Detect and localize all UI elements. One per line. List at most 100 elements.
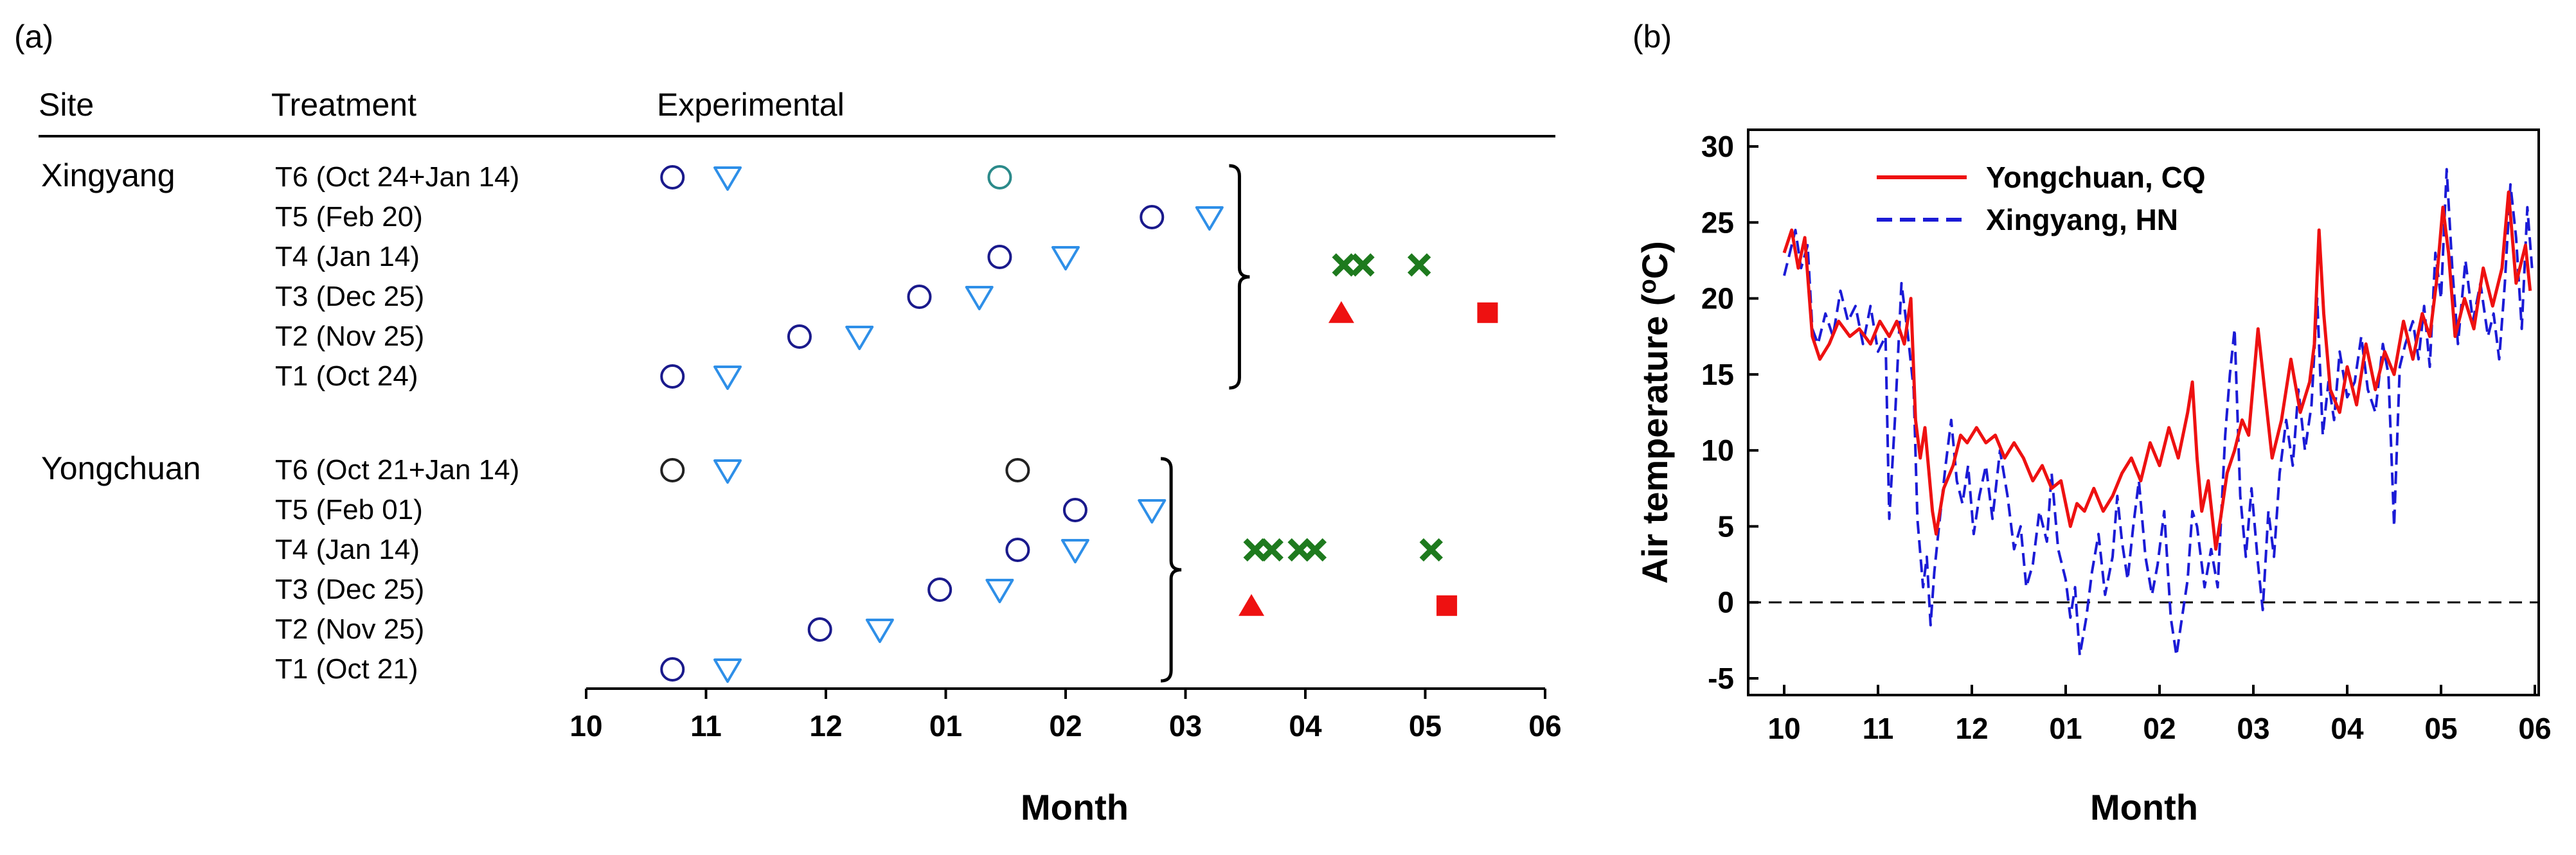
treatment-label: T4 (Jan 14) xyxy=(275,241,420,272)
treatment-labels-xingyang: T6 (Oct 24+Jan 14) T5 (Feb 20) T4 (Jan 1… xyxy=(275,161,519,392)
treatment-label: T5 (Feb 20) xyxy=(275,201,423,233)
circle-marker xyxy=(987,245,1012,269)
x-tick-label: 12 xyxy=(809,709,842,743)
site-label-xingyang: Xingyang xyxy=(41,157,175,193)
x-tick-label: 10 xyxy=(569,709,602,743)
down-triangle-marker xyxy=(865,619,894,643)
treatment-label: T3 (Dec 25) xyxy=(275,281,424,312)
panel-b-series xyxy=(1782,168,2534,657)
down-triangle-marker xyxy=(1195,206,1224,231)
x-tick-label: 11 xyxy=(690,709,722,743)
legend: Yongchuan, CQ Xingyang, HN xyxy=(1877,161,2206,236)
treatment-bracket xyxy=(1160,457,1182,683)
x-tick-label: 04 xyxy=(1289,709,1322,743)
y-tick-label: 20 xyxy=(1701,282,1734,315)
x-tick-label: 03 xyxy=(2237,712,2269,745)
x-tick-label: 03 xyxy=(1169,709,1202,743)
circle-marker xyxy=(1062,498,1087,522)
down-triangle-marker xyxy=(1138,499,1167,524)
header-experimental: Experimental xyxy=(657,87,845,123)
cross-marker xyxy=(1407,253,1431,277)
panel-a-label: (a) xyxy=(14,19,53,55)
circle-marker xyxy=(1005,458,1030,482)
circle-marker xyxy=(807,617,832,642)
circle-marker xyxy=(987,165,1012,190)
panel-a-x-axis: 10 11 12 01 02 03 04 05 06 xyxy=(569,687,1562,743)
down-triangle-marker xyxy=(713,658,742,683)
y-tick-label: 10 xyxy=(1701,434,1734,467)
x-tick-label: 11 xyxy=(1863,712,1894,745)
treatment-label: T1 (Oct 21) xyxy=(275,653,418,685)
y-tick-label: 5 xyxy=(1717,509,1734,543)
down-triangle-marker xyxy=(965,286,994,310)
legend-label-xingyang: Xingyang, HN xyxy=(1986,203,2178,236)
cross-marker xyxy=(1260,538,1284,562)
cross-marker xyxy=(1303,538,1327,562)
x-tick-label: 01 xyxy=(2049,712,2082,745)
series-line-yongchuan xyxy=(1782,190,2532,551)
panel-a-markers xyxy=(660,164,1498,683)
down-triangle-marker xyxy=(1051,246,1080,270)
circle-marker xyxy=(660,165,685,190)
y-tick-label: 0 xyxy=(1717,586,1734,619)
treatment-label: T5 (Feb 01) xyxy=(275,494,423,525)
down-triangle-marker xyxy=(845,326,874,350)
up-triangle-marker xyxy=(1328,301,1354,323)
square-marker xyxy=(1477,302,1498,323)
cross-marker xyxy=(1351,253,1375,277)
panel-b-label: (b) xyxy=(1632,19,1672,55)
y-tick-label: -5 xyxy=(1708,662,1734,695)
circle-marker xyxy=(787,324,812,349)
treatment-label: T2 (Nov 25) xyxy=(275,321,424,352)
panel-a-x-axis-title: Month xyxy=(1021,787,1129,827)
x-tick-label: 02 xyxy=(1049,709,1082,743)
treatment-label: T4 (Jan 14) xyxy=(275,534,420,565)
circle-marker xyxy=(1140,205,1165,229)
down-triangle-marker xyxy=(713,459,742,484)
cross-marker xyxy=(1419,538,1444,562)
panel-b-x-axis-title: Month xyxy=(2090,787,2198,827)
x-tick-label: 05 xyxy=(1409,709,1442,743)
x-tick-label: 06 xyxy=(2518,712,2551,745)
circle-marker xyxy=(660,458,685,482)
header-site: Site xyxy=(39,87,94,123)
treatment-label: T6 (Oct 24+Jan 14) xyxy=(275,161,519,193)
down-triangle-marker xyxy=(1060,539,1089,563)
panel-a: (a) Site Treatment Experimental Xingyang… xyxy=(14,19,1562,827)
x-tick-label: 10 xyxy=(1767,712,1800,745)
y-tick-label: 25 xyxy=(1701,206,1734,239)
x-tick-label: 04 xyxy=(2330,712,2364,745)
y-tick-label: 15 xyxy=(1701,358,1734,391)
series-line-xingyang xyxy=(1783,168,2534,657)
treatment-label: T3 (Dec 25) xyxy=(275,574,424,605)
circle-marker xyxy=(660,657,685,682)
panel-b-y-axis-title: Air temperature (oC) xyxy=(1634,241,1675,584)
y-tick-label: 30 xyxy=(1701,130,1734,163)
header-treatment: Treatment xyxy=(271,87,416,123)
x-tick-label: 06 xyxy=(1528,709,1561,743)
legend-label-yongchuan: Yongchuan, CQ xyxy=(1986,161,2206,194)
circle-marker xyxy=(1005,538,1030,562)
treatment-bracket xyxy=(1229,164,1250,390)
down-triangle-marker xyxy=(713,366,742,390)
plot-frame xyxy=(1747,128,2540,696)
circle-marker xyxy=(660,364,685,389)
x-tick-label: 05 xyxy=(2424,712,2457,745)
circle-marker xyxy=(927,577,953,602)
x-tick-label: 01 xyxy=(929,709,962,743)
square-marker xyxy=(1436,595,1458,616)
circle-marker xyxy=(907,285,932,309)
site-label-yongchuan: Yongchuan xyxy=(41,450,201,486)
down-triangle-marker xyxy=(985,579,1014,603)
treatment-label: T2 (Nov 25) xyxy=(275,613,424,645)
x-tick-label: 12 xyxy=(1955,712,1988,745)
treatment-labels-yongchuan: T6 (Oct 21+Jan 14) T5 (Feb 01) T4 (Jan 1… xyxy=(275,454,519,685)
cross-marker xyxy=(1332,253,1355,277)
x-tick-label: 02 xyxy=(2143,712,2176,745)
up-triangle-marker xyxy=(1239,594,1265,616)
treatment-label: T1 (Oct 24) xyxy=(275,360,418,392)
treatment-label: T6 (Oct 21+Jan 14) xyxy=(275,454,519,486)
